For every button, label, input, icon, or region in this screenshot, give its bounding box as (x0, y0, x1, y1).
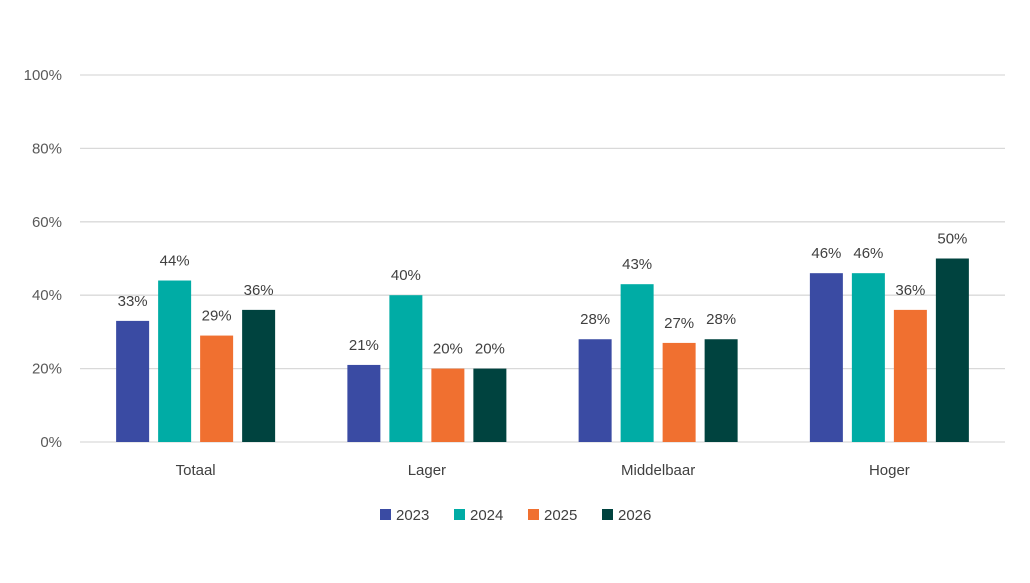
bar-2026-totaal (242, 309, 276, 442)
legend-swatch (528, 509, 539, 520)
data-label-2026-lager: 20% (475, 341, 505, 358)
bar-2024-totaal (158, 280, 192, 442)
legend-label: 2025 (544, 507, 577, 524)
y-tick-label: 80% (32, 140, 62, 157)
legend-label: 2026 (618, 507, 651, 524)
bar-2025-hoger (893, 309, 927, 442)
data-label-2023-middelbaar: 28% (580, 311, 610, 328)
y-tick-label: 0% (40, 434, 62, 451)
legend-item-2025: 2025 (528, 507, 577, 524)
bar-2026-hoger (935, 258, 969, 442)
category-label-lager: Lager (408, 462, 446, 479)
bar-2025-lager (431, 368, 465, 442)
data-label-2025-middelbaar: 27% (664, 315, 694, 332)
bar-2026-middelbaar (704, 339, 738, 442)
x-axis-category-labels: Totaal Lager Middelbaar Hoger (176, 462, 910, 479)
bar-2024-middelbaar (620, 284, 654, 442)
y-tick-label: 20% (32, 361, 62, 378)
legend-label: 2024 (470, 507, 503, 524)
data-label-2024-hoger: 46% (853, 245, 883, 262)
legend-item-2024: 2024 (454, 507, 503, 524)
data-label-2024-lager: 40% (391, 267, 421, 284)
bar-2025-middelbaar (662, 342, 696, 442)
bar-2025-totaal (200, 335, 234, 442)
data-labels: 33% 44% 29% 36% 21% 40% 20% 20% 28% 43% 27% 28% 46% 4… (118, 231, 968, 358)
legend-item-2026: 2026 (602, 507, 651, 524)
legend-swatch (454, 509, 465, 520)
legend-item-2023: 2023 (380, 507, 429, 524)
legend-swatch (380, 509, 391, 520)
bar-2023-middelbaar (578, 339, 612, 442)
legend-swatch (602, 509, 613, 520)
data-label-2025-totaal: 29% (202, 308, 232, 325)
data-label-2024-totaal: 44% (160, 253, 190, 270)
data-label-2025-lager: 20% (433, 341, 463, 358)
data-label-2023-lager: 21% (349, 337, 379, 354)
data-label-2023-totaal: 33% (118, 293, 148, 310)
legend-label: 2023 (396, 507, 429, 524)
gridlines (80, 74, 1005, 443)
bar-2024-lager (389, 295, 423, 442)
bars (116, 258, 969, 442)
bar-2026-lager (473, 368, 507, 442)
data-label-2023-hoger: 46% (811, 245, 841, 262)
y-axis-tick-labels: 0% 20% 40% 60% 80% 100% (24, 67, 62, 451)
legend: 2023 2024 2025 2026 (380, 507, 651, 524)
data-label-2026-totaal: 36% (244, 282, 274, 299)
data-label-2024-middelbaar: 43% (622, 256, 652, 273)
y-tick-label: 60% (32, 214, 62, 231)
category-label-hoger: Hoger (869, 462, 910, 479)
data-label-2026-middelbaar: 28% (706, 311, 736, 328)
y-tick-label: 40% (32, 287, 62, 304)
y-tick-label: 100% (24, 67, 62, 84)
bar-2024-hoger (851, 273, 885, 442)
data-label-2026-hoger: 50% (937, 231, 967, 248)
category-label-totaal: Totaal (176, 462, 216, 479)
bar-2023-totaal (116, 320, 150, 442)
data-label-2025-hoger: 36% (895, 282, 925, 299)
category-label-middelbaar: Middelbaar (621, 462, 695, 479)
bar-2023-lager (347, 364, 381, 442)
bar-2023-hoger (809, 273, 843, 442)
